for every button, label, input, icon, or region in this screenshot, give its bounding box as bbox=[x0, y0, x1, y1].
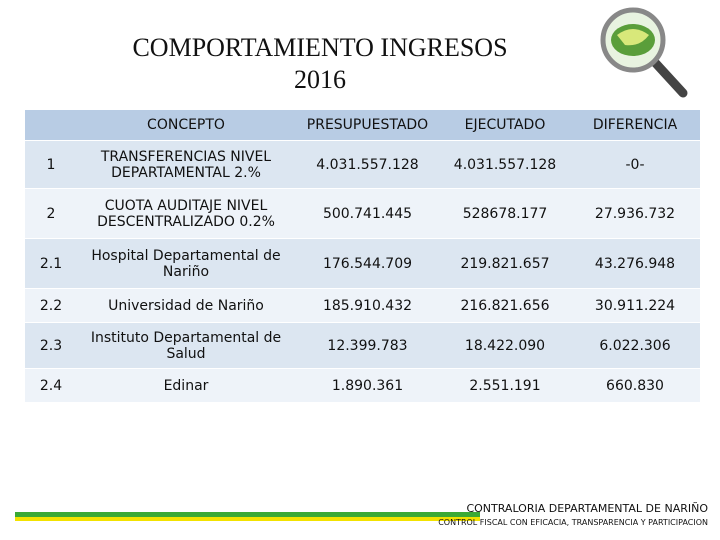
table-cell: 4.031.557.128 bbox=[295, 140, 440, 189]
header-cell: PRESUPUESTADO bbox=[295, 110, 440, 141]
header-cell: EJECUTADO bbox=[440, 110, 570, 141]
table-row: 2.4 Edinar 1.890.361 2.551.191 660.830 bbox=[25, 368, 700, 403]
table-cell: 219.821.657 bbox=[440, 238, 570, 289]
income-table: CONCEPTO PRESUPUESTADO EJECUTADO DIFERENCIA… bbox=[25, 110, 700, 403]
magnifier-icon bbox=[600, 7, 688, 98]
table-cell: 2.4 bbox=[25, 368, 77, 403]
table-row: 2.2 Universidad de Nariño 185.910.432 216.8… bbox=[25, 288, 700, 323]
table-cell: 12.399.783 bbox=[295, 322, 440, 369]
footer-bar bbox=[15, 512, 480, 521]
table-row: 2.1 Hospital Departamental de Nariño 176.5… bbox=[25, 238, 700, 289]
table-cell: 1.890.361 bbox=[295, 368, 440, 403]
title-line: 2016 bbox=[294, 65, 346, 94]
table-cell: 30.911.224 bbox=[570, 288, 700, 323]
footer-motto: CONTROL FISCAL CON EFICACIA, TRANSPARENC… bbox=[438, 518, 708, 527]
table-cell: TRANSFERENCIAS NIVEL DEPARTAMENTAL 2.% bbox=[77, 140, 295, 189]
header-cell: DIFERENCIA bbox=[570, 110, 700, 141]
table-cell: 2.2 bbox=[25, 288, 77, 323]
table-cell: 1 bbox=[25, 140, 77, 189]
table-row: 2.3 Instituto Departamental de Salud 12.39… bbox=[25, 322, 700, 369]
table-cell: Universidad de Nariño bbox=[77, 288, 295, 323]
table-cell: -0- bbox=[570, 140, 700, 189]
table-cell: 176.544.709 bbox=[295, 238, 440, 289]
table-cell: 2.3 bbox=[25, 322, 77, 369]
table-cell: 6.022.306 bbox=[570, 322, 700, 369]
table-cell: Edinar bbox=[77, 368, 295, 403]
footer-name: CONTRALORIA DEPARTAMENTAL DE NARIÑO bbox=[466, 502, 708, 515]
header-cell bbox=[25, 110, 77, 141]
table-cell: CUOTA AUDITAJE NIVEL DESCENTRALIZADO 0.2… bbox=[77, 188, 295, 239]
table-cell: 660.830 bbox=[570, 368, 700, 403]
table-cell: 528678.177 bbox=[440, 188, 570, 239]
table-cell: 2 bbox=[25, 188, 77, 239]
table-cell: 185.910.432 bbox=[295, 288, 440, 323]
table-cell: Instituto Departamental de Salud bbox=[77, 322, 295, 369]
table-cell: 2.551.191 bbox=[440, 368, 570, 403]
table-cell: 2.1 bbox=[25, 238, 77, 289]
table-cell: Hospital Departamental de Nariño bbox=[77, 238, 295, 289]
table-cell: 500.741.445 bbox=[295, 188, 440, 239]
table-cell: 18.422.090 bbox=[440, 322, 570, 369]
table-cell: 43.276.948 bbox=[570, 238, 700, 289]
title-line: COMPORTAMIENTO INGRESOS bbox=[132, 33, 508, 62]
table-cell: 216.821.656 bbox=[440, 288, 570, 323]
table-row: 2 CUOTA AUDITAJE NIVEL DESCENTRALIZADO 0.… bbox=[25, 188, 700, 239]
table-cell: 27.936.732 bbox=[570, 188, 700, 239]
table-row: 1 TRANSFERENCIAS NIVEL DEPARTAMENTAL 2.% 4… bbox=[25, 140, 700, 189]
title: COMPORTAMIENTO INGRESOS 2016 bbox=[60, 32, 580, 96]
header-cell: CONCEPTO bbox=[77, 110, 295, 141]
table-cell: 4.031.557.128 bbox=[440, 140, 570, 189]
